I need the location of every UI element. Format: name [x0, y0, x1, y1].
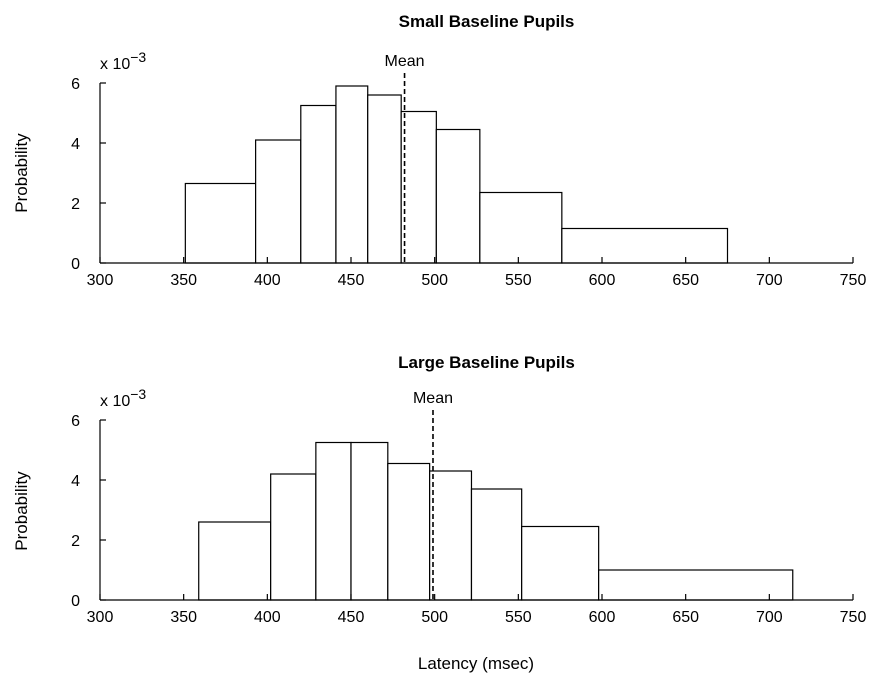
x-tick-label: 750 — [840, 609, 867, 626]
x-tick-label: 650 — [672, 609, 699, 626]
histogram-bar — [335, 85, 369, 264]
y-multiplier-label: x 10−3 — [100, 386, 146, 410]
mean-label: Mean — [385, 53, 425, 70]
y-axis-label-top: Probability — [12, 133, 31, 213]
x-tick-label: 350 — [170, 609, 197, 626]
x-tick-label: 300 — [87, 609, 114, 626]
y-tick-label: 2 — [71, 533, 80, 550]
y-tick-label: 2 — [71, 196, 80, 213]
histogram-bar — [521, 525, 600, 601]
y-axis-label-bottom: Probability — [12, 471, 31, 551]
histogram-bar — [270, 473, 317, 601]
histogram-bar — [315, 441, 352, 601]
histogram-bar — [598, 569, 794, 601]
x-tick-label: 400 — [254, 609, 281, 626]
histogram-bar — [198, 521, 272, 601]
histogram-bar — [435, 128, 481, 264]
histogram-bar — [387, 462, 431, 601]
x-tick-label: 600 — [589, 609, 616, 626]
y-multiplier-label: x 10−3 — [100, 49, 146, 73]
y-tick-label: 4 — [71, 136, 80, 153]
x-tick-label: 600 — [589, 272, 616, 289]
x-tick-label: 650 — [672, 272, 699, 289]
histogram-bar — [350, 441, 389, 601]
x-tick-label: 750 — [840, 272, 867, 289]
histogram-bar — [470, 488, 523, 601]
y-multiplier-exponent: −3 — [130, 386, 146, 402]
chart-title: Large Baseline Pupils — [398, 353, 575, 372]
x-tick-label: 550 — [505, 272, 532, 289]
histogram-bar — [255, 139, 302, 264]
mean-label: Mean — [413, 390, 453, 407]
x-tick-label: 550 — [505, 609, 532, 626]
x-tick-label: 300 — [87, 272, 114, 289]
y-tick-label: 4 — [71, 473, 80, 490]
x-tick-label: 350 — [170, 272, 197, 289]
x-tick-label: 500 — [421, 609, 448, 626]
y-tick-label: 6 — [71, 76, 80, 93]
histogram-bar — [561, 227, 729, 264]
x-tick-label: 450 — [338, 272, 365, 289]
x-tick-label: 400 — [254, 272, 281, 289]
y-tick-label: 0 — [71, 256, 80, 273]
y-multiplier-base: x 10 — [100, 393, 130, 410]
x-tick-label: 700 — [756, 272, 783, 289]
histogram-bar — [400, 110, 437, 264]
y-multiplier-exponent: −3 — [130, 49, 146, 65]
x-axis-label: Latency (msec) — [418, 654, 534, 673]
histogram-bar — [367, 94, 402, 264]
histogram-bar — [429, 470, 473, 601]
histogram-bar — [479, 191, 563, 264]
chart-title: Small Baseline Pupils — [399, 12, 575, 31]
x-tick-label: 450 — [338, 609, 365, 626]
y-multiplier-base: x 10 — [100, 56, 130, 73]
x-tick-label: 700 — [756, 609, 783, 626]
histogram-bar — [300, 104, 337, 264]
histogram-bar — [184, 182, 257, 264]
y-tick-label: 6 — [71, 413, 80, 430]
y-tick-label: 0 — [71, 593, 80, 610]
x-tick-label: 500 — [421, 272, 448, 289]
